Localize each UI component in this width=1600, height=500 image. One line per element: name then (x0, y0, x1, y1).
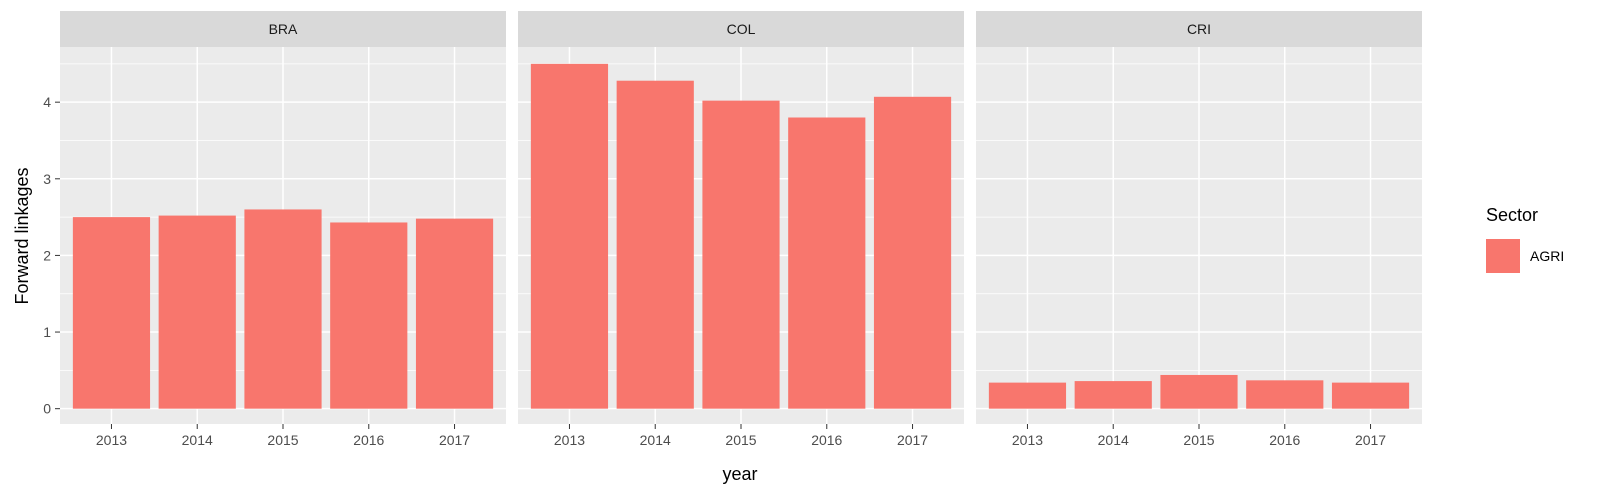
y-axis-title: Forward linkages (12, 167, 32, 304)
x-tick-label: 2017 (897, 432, 928, 448)
x-tick-label: 2013 (1012, 432, 1043, 448)
x-tick-label: 2014 (182, 432, 213, 448)
bar-cri-2013 (988, 382, 1067, 409)
bar-col-2013 (530, 63, 609, 409)
y-tick-label: 3 (43, 171, 51, 187)
facet-label: COL (727, 21, 756, 37)
x-axis-title: year (722, 464, 757, 484)
facet-panels: BRA 2013 2014 2015 2016 2017 COL 2013 2014 2015 20… (60, 11, 1422, 448)
x-tick-label: 2015 (267, 432, 298, 448)
facet-strip (518, 11, 964, 47)
x-tick-label: 2014 (1098, 432, 1129, 448)
facet-label: BRA (269, 21, 298, 37)
x-tick-label: 2017 (1355, 432, 1386, 448)
bar-bra-2017 (415, 218, 494, 409)
x-tick-label: 2016 (1269, 432, 1300, 448)
facet-strip (60, 11, 506, 47)
y-tick-label: 0 (43, 401, 51, 417)
x-tick-label: 2016 (811, 432, 842, 448)
x-tick-label: 2017 (439, 432, 470, 448)
bar-cri-2015 (1160, 374, 1238, 409)
bar-cri-2017 (1331, 382, 1410, 409)
x-tick-label: 2015 (725, 432, 756, 448)
legend-title: Sector (1486, 205, 1538, 225)
bar-bra-2014 (158, 215, 236, 409)
y-tick-label: 1 (43, 324, 51, 340)
x-tick-label: 2016 (353, 432, 384, 448)
bar-cri-2014 (1074, 381, 1152, 409)
y-tick-label: 2 (43, 247, 51, 263)
x-tick-label: 2013 (554, 432, 585, 448)
y-axis: 0 1 2 3 4 (43, 94, 60, 417)
bar-col-2017 (873, 96, 952, 409)
bar-bra-2015 (244, 209, 322, 409)
legend: Sector AGRI (1486, 205, 1564, 273)
legend-key-agri (1486, 239, 1520, 273)
bar-col-2014 (616, 80, 694, 409)
facet-col: COL 2013 2014 2015 2016 2017 (518, 11, 964, 448)
x-tick-label: 2015 (1183, 432, 1214, 448)
facet-bra: BRA 2013 2014 2015 2016 2017 (60, 11, 506, 448)
x-tick-label: 2014 (640, 432, 671, 448)
bar-cri-2016 (1246, 380, 1324, 409)
legend-label-agri: AGRI (1530, 248, 1564, 264)
facet-strip (976, 11, 1422, 47)
facet-label: CRI (1187, 21, 1211, 37)
bar-bra-2016 (330, 222, 408, 409)
y-tick-label: 4 (43, 94, 51, 110)
x-tick-label: 2013 (96, 432, 127, 448)
bar-col-2016 (788, 117, 866, 409)
bar-bra-2013 (72, 217, 151, 409)
bar-col-2015 (702, 100, 780, 409)
facet-cri: CRI 2013 2014 2015 2016 2017 (976, 11, 1422, 448)
